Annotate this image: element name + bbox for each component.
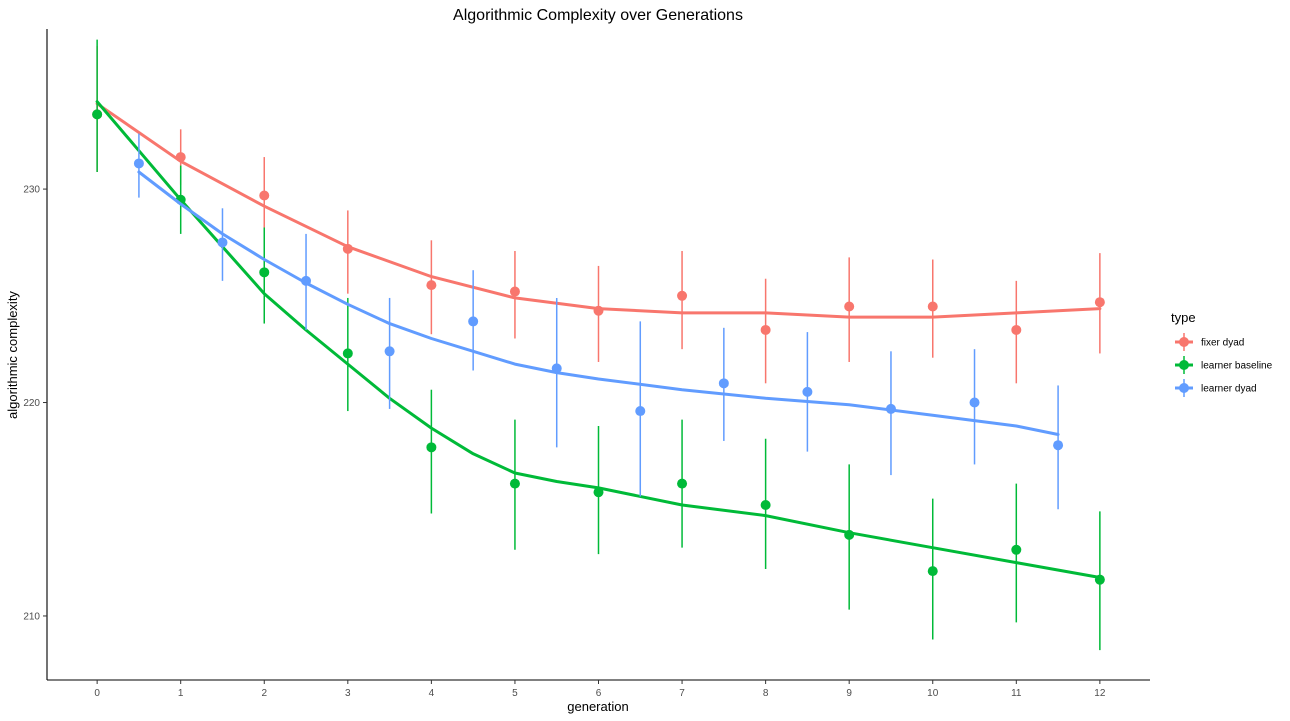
data-point xyxy=(1094,297,1105,308)
data-point xyxy=(426,280,437,291)
x-axis-title: generation xyxy=(567,699,628,714)
data-point xyxy=(718,378,729,389)
data-point xyxy=(468,316,479,327)
x-tick-label: 5 xyxy=(512,688,518,699)
series-fixer-dyad xyxy=(92,46,1105,384)
data-point xyxy=(844,529,855,540)
data-point xyxy=(1011,324,1022,335)
x-tick-label: 2 xyxy=(261,688,267,699)
legend-key-point xyxy=(1179,337,1189,347)
legend-label: fixer dyad xyxy=(1201,338,1244,349)
y-axis-ticks: 210 220 230 xyxy=(23,185,47,622)
legend-label: learner dyad xyxy=(1201,384,1257,395)
x-tick-label: 1 xyxy=(178,688,184,699)
legend-key-point xyxy=(1179,383,1189,393)
x-tick-label: 7 xyxy=(679,688,685,699)
data-point xyxy=(760,324,771,335)
data-point xyxy=(760,499,771,510)
data-point xyxy=(259,267,270,278)
data-point xyxy=(1094,574,1105,585)
data-point xyxy=(175,152,186,163)
x-tick-label: 8 xyxy=(763,688,769,699)
data-point xyxy=(217,237,228,248)
series-learner-dyad xyxy=(133,133,1064,510)
data-point xyxy=(342,243,353,254)
x-tick-label: 12 xyxy=(1094,688,1106,699)
legend: type fixer dyad learner baseline learner d… xyxy=(1171,310,1273,397)
data-point xyxy=(426,442,437,453)
data-point xyxy=(342,348,353,359)
x-tick-label: 3 xyxy=(345,688,351,699)
chart-title: Algorithmic Complexity over Generations xyxy=(453,7,743,24)
legend-item: fixer dyad xyxy=(1175,333,1244,351)
y-tick-label: 230 xyxy=(23,185,40,196)
data-point xyxy=(1053,440,1064,451)
data-point xyxy=(509,286,520,297)
data-point xyxy=(92,109,103,120)
data-point xyxy=(551,363,562,374)
smooth-line xyxy=(137,170,1060,436)
legend-label: learner baseline xyxy=(1201,361,1273,372)
data-point xyxy=(635,406,646,417)
data-point xyxy=(301,275,312,286)
data-point xyxy=(885,403,896,414)
data-point xyxy=(969,397,980,408)
data-point xyxy=(802,386,813,397)
data-point xyxy=(593,305,604,316)
data-point xyxy=(677,290,688,301)
x-tick-label: 4 xyxy=(429,688,435,699)
data-point xyxy=(384,346,395,357)
legend-item: learner baseline xyxy=(1175,356,1273,374)
y-tick-label: 220 xyxy=(23,398,40,409)
legend-title: type xyxy=(1171,310,1196,325)
y-tick-label: 210 xyxy=(23,611,40,622)
x-tick-label: 9 xyxy=(846,688,852,699)
data-point xyxy=(677,478,688,489)
data-point xyxy=(133,158,144,169)
data-point xyxy=(927,566,938,577)
legend-key-point xyxy=(1179,360,1189,370)
plot-area xyxy=(92,39,1105,651)
data-point xyxy=(509,478,520,489)
x-tick-label: 6 xyxy=(596,688,602,699)
legend-item: learner dyad xyxy=(1175,379,1257,397)
data-point xyxy=(844,301,855,312)
data-point xyxy=(927,301,938,312)
x-tick-label: 11 xyxy=(1011,688,1022,699)
x-tick-label: 10 xyxy=(927,688,939,699)
data-point xyxy=(1011,544,1022,555)
data-point xyxy=(259,190,270,201)
y-axis-title: algorithmic complexity xyxy=(5,291,20,419)
x-tick-label: 0 xyxy=(94,688,100,699)
x-axis-ticks: 0 1 2 3 4 5 6 7 8 9 10 11 12 xyxy=(94,680,1106,699)
data-point xyxy=(593,487,604,498)
